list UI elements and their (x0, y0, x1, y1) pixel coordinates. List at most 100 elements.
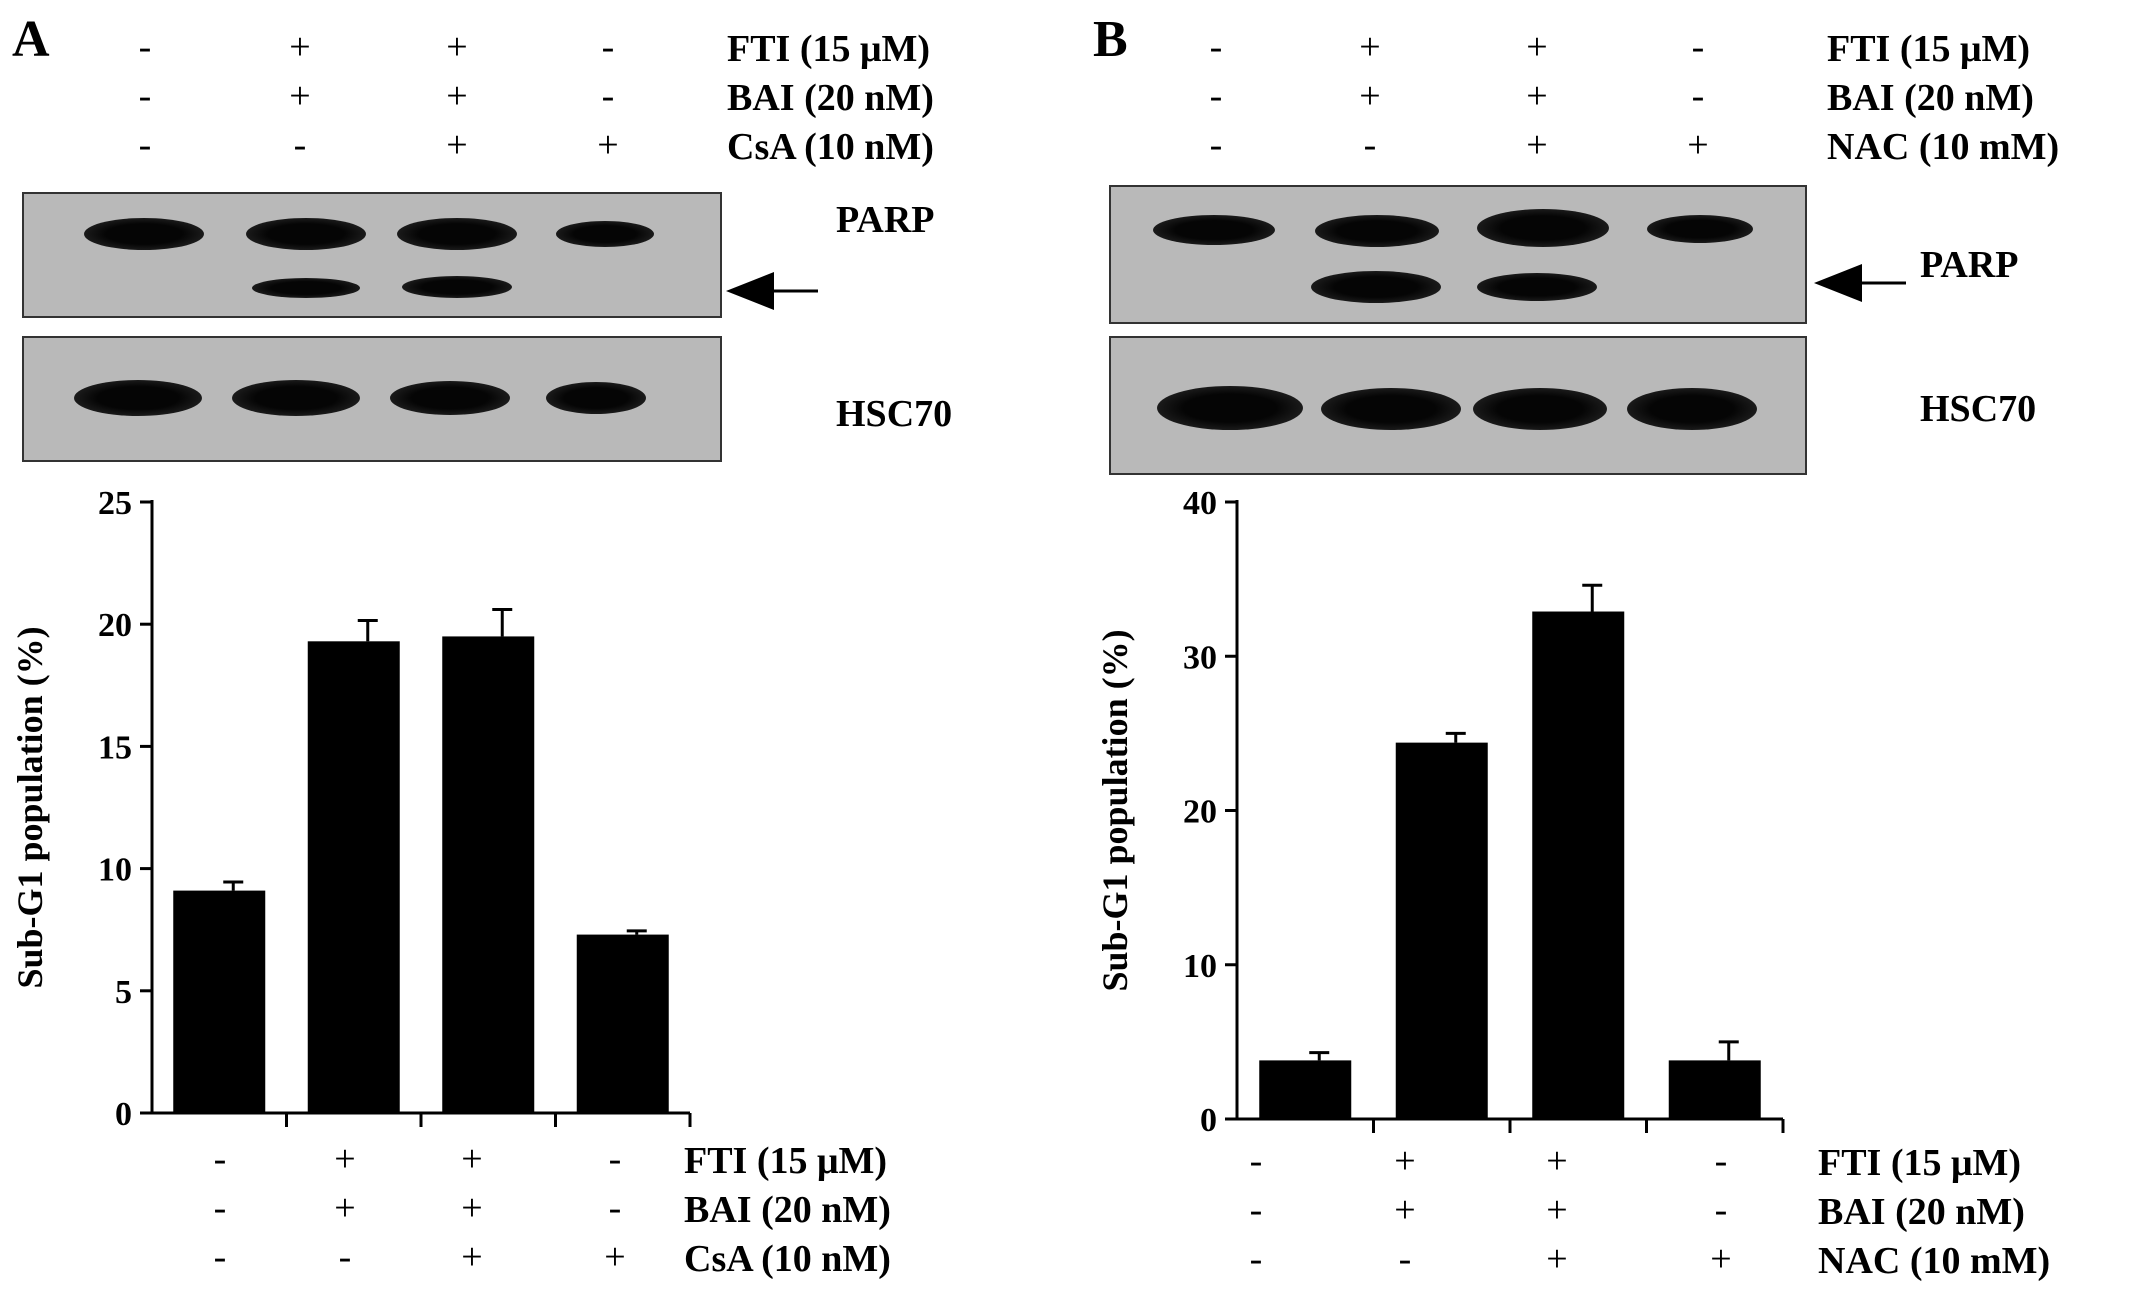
plus-sign: + (446, 75, 468, 117)
bar (1259, 1060, 1352, 1119)
hsc70-band (1627, 388, 1757, 430)
parp-band (84, 218, 204, 250)
condition-label: BAI (20 nM) (1818, 1191, 2025, 1233)
minus-sign: - (1249, 1189, 1263, 1231)
panel-letter: B (1093, 11, 1128, 68)
y-axis-label: Sub-G1 population (%) (1095, 629, 1135, 991)
panel-a: A PARP HSC70 0 5 10 15 20 25 Sub-G1 population… (10, 11, 953, 1280)
plus-sign: + (1687, 124, 1709, 166)
condition-label: NAC (10 mM) (1818, 1240, 2051, 1282)
cleaved-parp-band (1477, 273, 1597, 301)
y-axis-label: Sub-G1 population (%) (10, 626, 50, 988)
condition-label: BAI (20 nM) (1827, 77, 2034, 119)
plus-sign: + (1546, 1140, 1568, 1182)
parp-band (1315, 215, 1439, 247)
y-tick-label: 0 (115, 1096, 132, 1133)
hsc70-label: HSC70 (1920, 388, 2037, 430)
panel-letter: A (12, 11, 50, 68)
condition-label: BAI (20 nM) (727, 77, 934, 119)
minus-sign: - (293, 124, 307, 166)
parp-label: PARP (836, 199, 935, 241)
hsc70-band (1473, 388, 1607, 430)
condition-label: CsA (10 nM) (684, 1238, 891, 1280)
condition-label: FTI (15 μM) (1827, 28, 2031, 70)
parp-band (397, 218, 517, 250)
y-tick-label: 20 (1183, 794, 1217, 831)
plus-sign: + (1546, 1238, 1568, 1280)
cleaved-parp-band (1311, 271, 1441, 303)
plus-sign: + (1359, 26, 1381, 68)
y-tick-label: 40 (1183, 485, 1217, 522)
parp-band (1647, 215, 1753, 243)
plus-sign: + (604, 1236, 626, 1278)
plus-sign: + (1526, 124, 1548, 166)
hsc70-band (390, 381, 510, 415)
condition-label: FTI (15 μM) (684, 1140, 888, 1182)
plus-sign: + (289, 26, 311, 68)
hsc70-blot (22, 336, 722, 462)
hsc70-band (232, 380, 360, 416)
hsc70-band (1321, 388, 1461, 430)
hsc70-band (1157, 386, 1303, 430)
bar (307, 641, 400, 1113)
minus-sign: - (213, 1187, 227, 1229)
parp-band (1153, 215, 1275, 245)
bar-chart: 0 10 20 30 40 Sub-G1 population (%) (1095, 485, 1785, 1139)
y-tick-label: 10 (1183, 948, 1217, 985)
minus-sign: - (1209, 26, 1223, 68)
plus-sign: + (446, 124, 468, 166)
plus-sign: + (1394, 1140, 1416, 1182)
parp-label: PARP (1920, 244, 2019, 286)
minus-sign: - (138, 75, 152, 117)
parp-band (246, 218, 366, 250)
plus-sign: + (1359, 75, 1381, 117)
arrow-icon (1814, 264, 1906, 302)
y-tick-label: 25 (98, 485, 132, 522)
minus-sign: - (608, 1138, 622, 1180)
minus-sign: - (1249, 1140, 1263, 1182)
cleaved-parp-band (402, 276, 512, 298)
y-tick-label: 10 (98, 852, 132, 889)
bar (1395, 742, 1488, 1119)
plus-sign: + (1394, 1189, 1416, 1231)
y-tick-label: 0 (1200, 1102, 1217, 1139)
bar (173, 890, 266, 1113)
plus-sign: + (334, 1138, 356, 1180)
plus-sign: + (1546, 1189, 1568, 1231)
condition-label: NAC (10 mM) (1827, 126, 2060, 168)
minus-sign: - (1691, 75, 1705, 117)
plus-sign: + (461, 1236, 483, 1278)
minus-sign: - (1691, 26, 1705, 68)
plus-sign: + (446, 26, 468, 68)
bar (1668, 1060, 1761, 1119)
minus-sign: - (138, 26, 152, 68)
hsc70-label: HSC70 (836, 393, 953, 435)
bar (576, 934, 669, 1113)
hsc70-band (74, 380, 202, 416)
y-tick-label: 30 (1183, 639, 1217, 676)
parp-band (556, 221, 654, 247)
condition-label: CsA (10 nM) (727, 126, 934, 168)
plus-sign: + (334, 1187, 356, 1229)
minus-sign: - (138, 124, 152, 166)
plus-sign: + (1526, 26, 1548, 68)
plus-sign: + (597, 124, 619, 166)
plus-sign: + (1526, 75, 1548, 117)
minus-sign: - (1249, 1238, 1263, 1280)
plus-sign: + (461, 1138, 483, 1180)
panel-b: B PARP HSC70 0 10 20 30 40 Sub-G1 population … (1075, 0, 2150, 1297)
minus-sign: - (1398, 1238, 1412, 1280)
minus-sign: - (1209, 124, 1223, 166)
y-tick-label: 20 (98, 607, 132, 644)
parp-blot (22, 192, 722, 318)
parp-blot (1109, 185, 1807, 324)
plus-sign: + (289, 75, 311, 117)
arrow-icon (726, 272, 818, 310)
minus-sign: - (601, 75, 615, 117)
parp-band (1477, 209, 1609, 247)
y-tick-label: 15 (98, 729, 132, 766)
minus-sign: - (1714, 1140, 1728, 1182)
condition-label: BAI (20 nM) (684, 1189, 891, 1231)
minus-sign: - (213, 1138, 227, 1180)
y-tick-label: 5 (115, 974, 132, 1011)
